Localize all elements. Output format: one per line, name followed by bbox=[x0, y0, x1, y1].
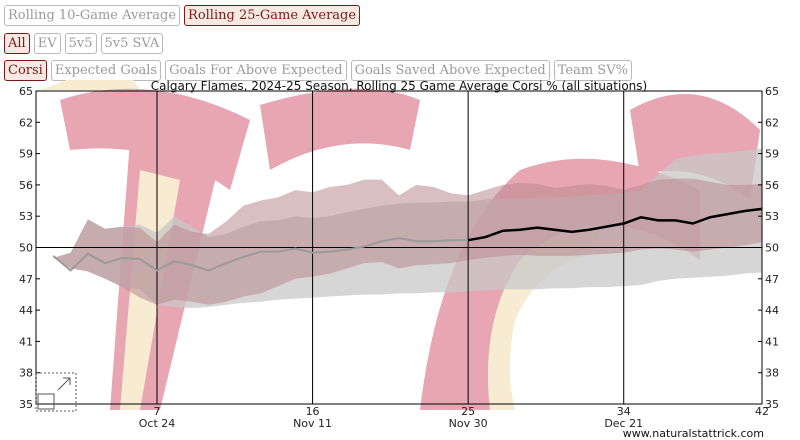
red-range-band bbox=[53, 178, 763, 305]
metric-goals-for-above-expected-button[interactable]: Goals For Above Expected bbox=[165, 60, 347, 81]
y-tick-label-left: 50 bbox=[19, 242, 33, 255]
metric-expected-goals-button[interactable]: Expected Goals bbox=[50, 60, 162, 81]
y-tick-label-right: 53 bbox=[765, 210, 779, 223]
x-date-label: Oct 24 bbox=[139, 417, 176, 430]
x-date-label: Nov 11 bbox=[293, 417, 332, 430]
plot-area bbox=[53, 148, 763, 309]
logo-flame-red-2 bbox=[260, 88, 420, 170]
x-tick-label: 25 bbox=[461, 405, 475, 418]
metric-goals-saved-above-expected-button[interactable]: Goals Saved Above Expected bbox=[350, 60, 550, 81]
rolling-average-line-full bbox=[467, 207, 763, 242]
y-tick-label-left: 59 bbox=[19, 148, 33, 161]
situation-ev-button[interactable]: EV bbox=[33, 33, 61, 54]
rolling-average-line-partial bbox=[52, 237, 469, 272]
x-tick-label: 34 bbox=[617, 405, 631, 418]
y-tick-label-right: 38 bbox=[765, 367, 779, 380]
situation-5v5-sva-button[interactable]: 5v5 SVA bbox=[100, 33, 164, 54]
y-tick-label-right: 56 bbox=[765, 179, 779, 192]
chart-container: 7 Oct 24 16 Nov 11 25 Nov 30 34 Dec 21 42 35 35 38 3… bbox=[0, 80, 800, 440]
y-tick-label-left: 38 bbox=[19, 367, 33, 380]
y-tick-label-right: 47 bbox=[765, 273, 779, 286]
metric-team-sv-pct-button[interactable]: Team SV% bbox=[553, 60, 632, 81]
chart-title: Calgary Flames, 2024-25 Season, Rolling … bbox=[151, 80, 647, 93]
x-date-label: Nov 30 bbox=[449, 417, 488, 430]
y-tick-label-right: 41 bbox=[765, 335, 779, 348]
metric-corsi-button[interactable]: Corsi bbox=[4, 60, 47, 81]
x-tick-label: 42 bbox=[755, 405, 769, 418]
reset-zoom-icon[interactable] bbox=[35, 372, 77, 412]
situation-toggle-group: All EV 5v5 5v5 SVA bbox=[4, 33, 164, 54]
y-tick-label-right: 35 bbox=[765, 398, 779, 411]
x-date-label: Dec 21 bbox=[604, 417, 643, 430]
y-tick-label-left: 47 bbox=[19, 273, 33, 286]
rolling-25-button[interactable]: Rolling 25-Game Average bbox=[184, 5, 361, 26]
y-tick-label-right: 50 bbox=[765, 242, 779, 255]
metric-toggle-group: Corsi Expected Goals Goals For Above Exp… bbox=[4, 60, 632, 81]
situation-all-button[interactable]: All bbox=[4, 33, 30, 54]
y-tick-label-right: 62 bbox=[765, 116, 779, 129]
situation-5v5-button[interactable]: 5v5 bbox=[64, 33, 97, 54]
y-tick-label-left: 62 bbox=[19, 116, 33, 129]
y-tick-label-right: 44 bbox=[765, 304, 779, 317]
logo-flame-gold-top bbox=[40, 80, 140, 90]
y-tick-label-left: 41 bbox=[19, 335, 33, 348]
y-tick-label-left: 44 bbox=[19, 304, 33, 317]
y-tick-label-right: 65 bbox=[765, 85, 779, 98]
source-credit: www.naturalstattrick.com bbox=[623, 427, 764, 440]
x-tick-label: 16 bbox=[306, 405, 320, 418]
y-tick-label-left: 56 bbox=[19, 179, 33, 192]
y-tick-label-left: 53 bbox=[19, 210, 33, 223]
rolling-10-button[interactable]: Rolling 10-Game Average bbox=[4, 5, 181, 26]
x-tick-label: 7 bbox=[154, 405, 161, 418]
y-tick-label-right: 59 bbox=[765, 148, 779, 161]
y-tick-label-left: 35 bbox=[19, 398, 33, 411]
average-toggle-group: Rolling 10-Game Average Rolling 25-Game … bbox=[4, 5, 361, 26]
y-tick-label-left: 65 bbox=[19, 85, 33, 98]
